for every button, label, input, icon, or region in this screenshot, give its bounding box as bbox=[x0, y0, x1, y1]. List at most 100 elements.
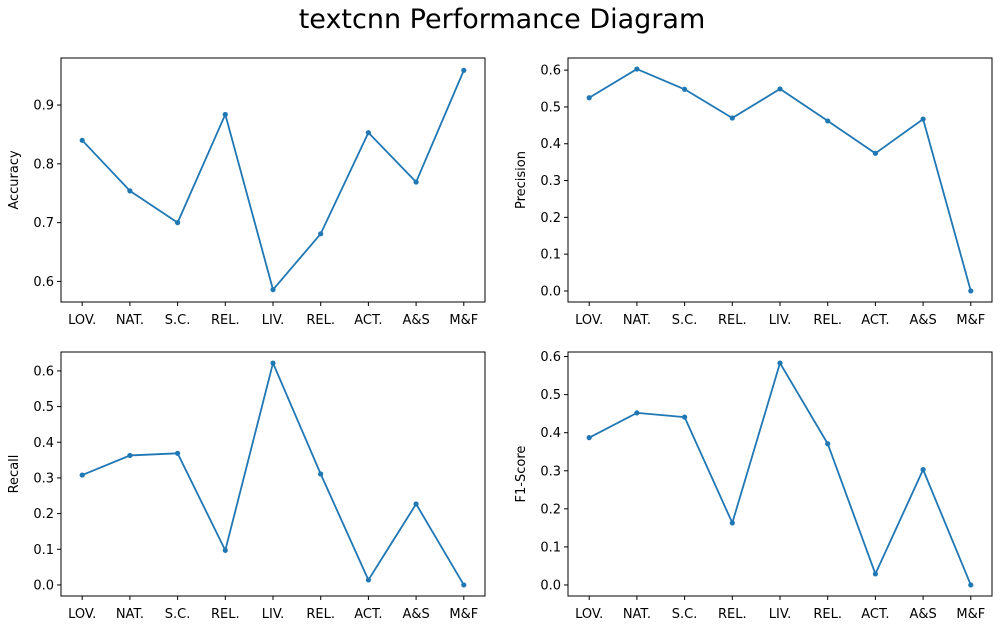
x-tick-label: LIV. bbox=[262, 313, 284, 328]
data-point bbox=[920, 467, 926, 473]
subplot-accuracy: 0.6 0.7 0.8 0.9 LOV. NAT. S.C. REL. LIV. REL. ACT.… bbox=[7, 57, 486, 328]
data-point bbox=[729, 520, 735, 526]
x-tick-label: M&F bbox=[449, 313, 478, 328]
data-point bbox=[920, 116, 926, 122]
x-tick-label: REL. bbox=[813, 607, 842, 622]
series-line bbox=[588, 362, 972, 586]
data-point bbox=[79, 472, 85, 478]
data-point bbox=[586, 435, 592, 441]
x-tick-label: M&F bbox=[449, 607, 478, 622]
y-tick-label: 0.6 bbox=[540, 64, 561, 79]
data-point bbox=[413, 501, 419, 507]
data-point bbox=[175, 450, 181, 456]
x-tick-label: REL. bbox=[211, 607, 240, 622]
y-tick-label: 0.0 bbox=[540, 284, 561, 299]
y-axis-label: Precision bbox=[514, 151, 529, 209]
y-tick-label: 0.0 bbox=[33, 578, 54, 593]
y-tick-label: 0.7 bbox=[33, 216, 54, 231]
x-tick-label: LOV. bbox=[68, 313, 96, 328]
data-point bbox=[729, 115, 735, 121]
x-tick-label: REL. bbox=[211, 313, 240, 328]
y-tick-label: 0.2 bbox=[540, 502, 561, 517]
x-tick-label: LOV. bbox=[68, 607, 96, 622]
x-tick-label: NAT. bbox=[116, 313, 144, 328]
x-tick-label: A&S bbox=[402, 313, 429, 328]
x-tick-label: NAT. bbox=[623, 607, 651, 622]
x-tick-label: LIV. bbox=[769, 313, 791, 328]
x-tick-label: REL. bbox=[718, 607, 747, 622]
y-tick-label: 0.3 bbox=[540, 464, 561, 479]
y-tick-label: 0.6 bbox=[33, 364, 54, 379]
axes-frame bbox=[60, 57, 486, 303]
x-tick-label: ACT. bbox=[861, 607, 889, 622]
y-tick-label: 0.0 bbox=[540, 578, 561, 593]
subplot-f1-score: 0.0 0.1 0.2 0.3 0.4 0.5 0.6 LOV. NAT. S.C. REL. LIV… bbox=[514, 350, 993, 622]
y-axis-label: Accuracy bbox=[7, 150, 22, 210]
series-line bbox=[81, 69, 465, 291]
x-tick-label: A&S bbox=[909, 313, 936, 328]
x-tick-label: REL. bbox=[306, 313, 335, 328]
x-tick-label: NAT. bbox=[623, 313, 651, 328]
data-point bbox=[461, 67, 467, 73]
data-point bbox=[872, 571, 879, 577]
data-point bbox=[825, 441, 831, 447]
y-tick-label: 0.1 bbox=[540, 248, 561, 263]
data-point bbox=[270, 287, 276, 293]
x-tick-label: M&F bbox=[956, 313, 985, 328]
y-tick-label: 0.4 bbox=[33, 436, 54, 451]
data-point bbox=[682, 414, 688, 420]
x-tick-label: REL. bbox=[306, 607, 335, 622]
x-tick-label: REL. bbox=[718, 313, 747, 328]
y-tick-label: 0.1 bbox=[33, 543, 54, 558]
x-tick-label: ACT. bbox=[861, 313, 889, 328]
data-point bbox=[270, 360, 276, 366]
data-point bbox=[825, 118, 831, 124]
x-tick-label: S.C. bbox=[165, 313, 191, 328]
y-tick-label: 0.5 bbox=[540, 100, 561, 115]
y-tick-label: 0.4 bbox=[540, 137, 561, 152]
y-tick-label: 0.5 bbox=[33, 400, 54, 415]
y-tick-label: 0.3 bbox=[540, 174, 561, 189]
x-tick-label: LOV. bbox=[575, 607, 603, 622]
data-point bbox=[222, 111, 228, 118]
x-tick-label: LOV. bbox=[575, 313, 603, 328]
x-tick-label: LIV. bbox=[262, 607, 284, 622]
data-point bbox=[461, 582, 467, 588]
y-axis-label: Recall bbox=[7, 455, 22, 494]
y-tick-label: 0.9 bbox=[33, 99, 54, 114]
x-tick-label: NAT. bbox=[116, 607, 144, 622]
figure-title: textcnn Performance Diagram bbox=[298, 4, 706, 35]
data-point bbox=[79, 137, 85, 143]
data-point bbox=[777, 86, 783, 92]
data-point bbox=[318, 231, 324, 237]
data-point bbox=[682, 86, 688, 92]
data-point bbox=[634, 410, 640, 416]
y-axis-label: F1-Score bbox=[514, 446, 529, 503]
y-tick-label: 0.1 bbox=[540, 540, 561, 555]
y-tick-label: 0.5 bbox=[540, 388, 561, 403]
x-tick-label: A&S bbox=[909, 607, 936, 622]
data-point bbox=[365, 130, 371, 136]
data-point bbox=[127, 452, 133, 459]
data-point bbox=[365, 577, 371, 583]
x-tick-label: S.C. bbox=[672, 313, 698, 328]
x-tick-label: M&F bbox=[956, 607, 985, 622]
data-point bbox=[127, 188, 133, 194]
data-point bbox=[175, 220, 181, 226]
data-point bbox=[222, 547, 228, 553]
x-tick-label: A&S bbox=[402, 607, 429, 622]
x-tick-label: REL. bbox=[813, 313, 842, 328]
series-line bbox=[588, 68, 972, 292]
y-tick-label: 0.2 bbox=[540, 211, 561, 226]
data-point bbox=[318, 471, 324, 477]
data-point bbox=[872, 150, 879, 156]
x-tick-label: ACT. bbox=[354, 607, 382, 622]
y-tick-label: 0.3 bbox=[33, 471, 54, 486]
y-tick-label: 0.6 bbox=[540, 350, 561, 365]
subplot-precision: 0.0 0.1 0.2 0.3 0.4 0.5 0.6 LOV. NAT. S.C. REL. LIV… bbox=[514, 57, 993, 328]
data-point bbox=[413, 179, 419, 185]
axes-frame bbox=[60, 351, 486, 597]
subplot-recall: 0.0 0.1 0.2 0.3 0.4 0.5 0.6 LOV. NAT. S.C. REL. LIV… bbox=[7, 351, 486, 622]
y-tick-label: 0.8 bbox=[33, 157, 54, 172]
